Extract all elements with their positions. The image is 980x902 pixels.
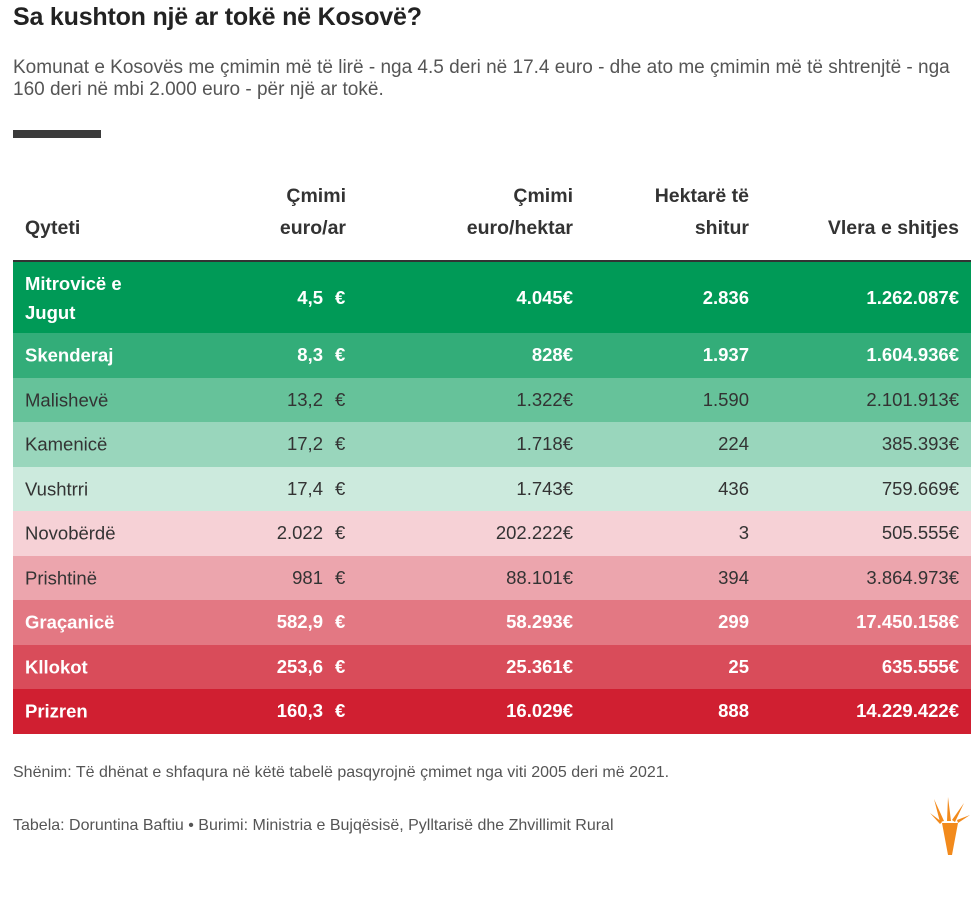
price-table: Qyteti Çmimi euro/ar Çmimi euro/hektar H… [13,180,971,734]
cell-price-ha: 58.293€ [506,611,573,633]
cell-price-ar: 4,5 [297,286,323,308]
cell-price-ar: 981 [292,566,323,588]
table-row: Prizren 160,3 €16.029€ 888 14.229.422€ [13,689,971,734]
header-price-ar-line1: Çmimi [286,185,346,207]
cell-price-ha: 1.718€ [516,433,573,455]
cell-value: 17.450.158€ [856,611,959,633]
cell-currency: € [335,477,346,499]
header-price-ha-line2: euro/hektar [466,217,573,239]
cell-currency: € [335,388,346,410]
cell-price-ha: 1.322€ [516,388,573,410]
cell-price-ha: 828€ [531,344,573,366]
header-city-line1: Qyteti [25,217,81,239]
cell-city: Prishtinë [25,567,97,589]
cell-price-ar: 2.022 [276,522,323,544]
cell-value: 759.669€ [881,477,959,499]
cell-value: 505.555€ [881,522,959,544]
header-price-ar-line2: euro/ar [279,217,346,239]
table-row: Mitrovicë e Jugut 4,5 €4.045€ 2.836 1.262.08… [13,262,971,333]
cell-price-ha: 25.361€ [506,655,573,677]
table-row: Kamenicë 17,2 €1.718€ 224 385.393€ [13,422,971,467]
cell-city: Prizren [25,700,88,722]
table-row: Graçanicë 582,9 €58.293€ 299 17.450.158€ [13,600,971,645]
table-source: Tabela: Doruntina Baftiu • Burimi: Minis… [13,817,614,834]
cell-price-ha: 4.045€ [516,286,573,308]
table-header: Qyteti Çmimi euro/ar Çmimi euro/hektar H… [13,180,971,262]
cell-city: Graçanicë [25,611,115,633]
page-title: Sa kushton një ar tokë në Kosovë? [13,3,422,31]
cell-hectares: 2.836 [702,286,749,308]
cell-hectares: 888 [718,700,749,722]
rfe-rl-torch-logo-icon [930,797,970,855]
table-row: Vushtrri 17,4 €1.743€ 436 759.669€ [13,466,971,511]
title-divider [13,130,101,138]
cell-city: Vushtrri [25,478,89,500]
cell-currency: € [335,344,346,366]
header-city: Qyteti [25,212,80,244]
header-value: Vlera e shitjes [828,212,959,244]
table-row: Kllokot 253,6 €25.361€ 25 635.555€ [13,644,971,689]
header-hectares-line1: Hektarë të [654,185,749,207]
cell-value: 3.864.973€ [866,566,959,588]
header-price-ar: Çmimi euro/ar [280,180,346,244]
page-subtitle: Komunat e Kosovës me çmimin më të lirë -… [13,57,950,100]
table-body: Mitrovicë e Jugut 4,5 €4.045€ 2.836 1.262.08… [13,262,971,734]
cell-price-ar: 17,2 [286,433,323,455]
cell-currency: € [335,286,346,308]
cell-city: Mitrovicë e Jugut [25,272,122,323]
header-price-ha-line1: Çmimi [513,185,573,207]
cell-city: Novobërdë [25,522,116,544]
table-row: Skenderaj 8,3 €828€ 1.937 1.604.936€ [13,333,971,378]
cell-price-ar: 253,6 [276,655,323,677]
cell-currency: € [335,611,346,633]
cell-price-ha: 88.101€ [506,566,573,588]
cell-value: 1.262.087€ [866,286,959,308]
cell-price-ar: 8,3 [297,344,323,366]
cell-city: Skenderaj [25,344,114,366]
header-value-line1: Vlera e shitjes [827,217,959,239]
header-price-ha: Çmimi euro/hektar [467,180,573,244]
cell-value: 385.393€ [881,433,959,455]
cell-value: 635.555€ [881,655,959,677]
header-hectares-line2: shitur [694,217,749,239]
cell-city: Kamenicë [25,433,108,455]
cell-hectares: 394 [718,566,749,588]
table-row: Prishtinë 981 €88.101€ 394 3.864.973€ [13,555,971,600]
table-row: Malishevë 13,2 €1.322€ 1.590 2.101.913€ [13,377,971,422]
cell-hectares: 299 [718,611,749,633]
cell-hectares: 3 [738,522,749,544]
cell-hectares: 436 [718,477,749,499]
cell-price-ar: 582,9 [276,611,323,633]
cell-value: 14.229.422€ [856,700,959,722]
cell-price-ha: 1.743€ [516,477,573,499]
cell-currency: € [335,700,346,722]
cell-hectares: 224 [718,433,749,455]
cell-price-ar: 160,3 [276,700,323,722]
cell-currency: € [335,566,346,588]
cell-currency: € [335,522,346,544]
cell-price-ha: 202.222€ [495,522,573,544]
cell-city: Malishevë [25,389,109,411]
cell-currency: € [335,433,346,455]
cell-currency: € [335,655,346,677]
cell-price-ha: 16.029€ [506,700,573,722]
header-hectares: Hektarë të shitur [655,180,749,244]
cell-hectares: 1.937 [702,344,749,366]
cell-price-ar: 13,2 [286,388,323,410]
cell-city: Kllokot [25,656,88,678]
table-note: Shënim: Të dhënat e shfaqura në këtë tab… [13,764,670,781]
cell-value: 1.604.936€ [866,344,959,366]
cell-hectares: 1.590 [702,388,749,410]
cell-hectares: 25 [728,655,749,677]
cell-value: 2.101.913€ [866,388,959,410]
cell-price-ar: 17,4 [286,477,323,499]
table-row: Novobërdë 2.022 €202.222€ 3 505.555€ [13,511,971,556]
